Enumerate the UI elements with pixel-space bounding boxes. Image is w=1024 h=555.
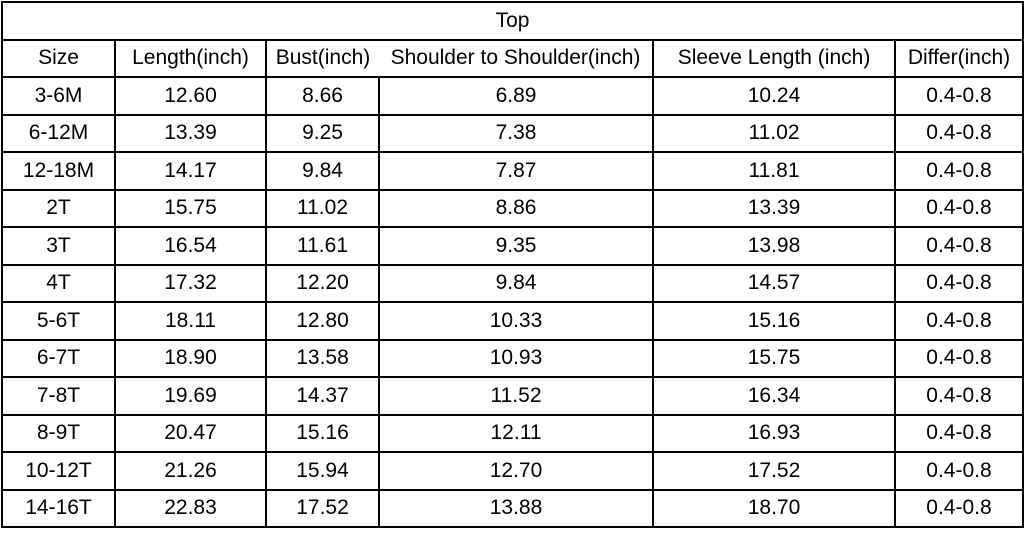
- cell-length: 19.69: [114, 376, 267, 416]
- cell-sleeve: 16.34: [652, 376, 896, 416]
- cell-sleeve: 13.39: [652, 188, 896, 228]
- cell-size: 10-12T: [1, 451, 116, 491]
- cell-shoulder: 7.87: [378, 151, 654, 191]
- cell-differ: 0.4-0.8: [894, 151, 1024, 191]
- cell-length: 15.75: [114, 188, 267, 228]
- cell-shoulder: 7.38: [378, 113, 654, 153]
- cell-size: 5-6T: [1, 301, 116, 341]
- header-shoulder: Shoulder to Shoulder(inch): [379, 38, 654, 78]
- cell-length: 12.60: [114, 76, 267, 116]
- cell-bust: 8.66: [265, 76, 380, 116]
- cell-size: 3T: [1, 226, 116, 266]
- cell-shoulder: 6.89: [378, 76, 654, 116]
- cell-bust: 12.80: [265, 301, 380, 341]
- cell-shoulder: 9.35: [378, 226, 654, 266]
- table-row: 6-12M 13.39 9.25 7.38 11.02 0.4-0.8: [1, 113, 1024, 153]
- cell-length: 22.83: [114, 488, 267, 528]
- cell-size: 3-6M: [1, 76, 116, 116]
- cell-size: 6-12M: [1, 113, 116, 153]
- header-size: Size: [1, 38, 116, 78]
- cell-size: 2T: [1, 188, 116, 228]
- header-row: Size Length(inch) Bust(inch) Shoulder to…: [1, 38, 1024, 78]
- table-row: 2T 15.75 11.02 8.86 13.39 0.4-0.8: [1, 188, 1024, 228]
- cell-differ: 0.4-0.8: [894, 451, 1024, 491]
- cell-bust: 11.61: [265, 226, 380, 266]
- cell-length: 18.90: [114, 338, 267, 378]
- cell-shoulder: 10.93: [378, 338, 654, 378]
- cell-differ: 0.4-0.8: [894, 263, 1024, 303]
- cell-differ: 0.4-0.8: [894, 226, 1024, 266]
- cell-bust: 9.84: [265, 151, 380, 191]
- cell-bust: 15.16: [265, 413, 380, 453]
- cell-sleeve: 10.24: [652, 76, 896, 116]
- header-differ: Differ(inch): [894, 38, 1024, 78]
- cell-bust: 14.37: [265, 376, 380, 416]
- cell-length: 14.17: [114, 151, 267, 191]
- size-chart-table: Top Size Length(inch) Bust(inch) Shoulde…: [1, 1, 1024, 528]
- cell-sleeve: 11.81: [652, 151, 896, 191]
- header-length: Length(inch): [114, 38, 267, 78]
- cell-bust: 13.58: [265, 338, 380, 378]
- cell-sleeve: 15.75: [652, 338, 896, 378]
- cell-size: 8-9T: [1, 413, 116, 453]
- cell-size: 12-18M: [1, 151, 116, 191]
- cell-length: 21.26: [114, 451, 267, 491]
- cell-shoulder: 12.70: [378, 451, 654, 491]
- header-bust: Bust(inch): [265, 38, 379, 78]
- cell-bust: 15.94: [265, 451, 380, 491]
- cell-length: 18.11: [114, 301, 267, 341]
- cell-sleeve: 17.52: [652, 451, 896, 491]
- cell-sleeve: 11.02: [652, 113, 896, 153]
- cell-length: 16.54: [114, 226, 267, 266]
- cell-length: 17.32: [114, 263, 267, 303]
- cell-size: 6-7T: [1, 338, 116, 378]
- cell-length: 20.47: [114, 413, 267, 453]
- cell-differ: 0.4-0.8: [894, 113, 1024, 153]
- table-row: 6-7T 18.90 13.58 10.93 15.75 0.4-0.8: [1, 338, 1024, 378]
- table-row: 3T 16.54 11.61 9.35 13.98 0.4-0.8: [1, 226, 1024, 266]
- cell-differ: 0.4-0.8: [894, 301, 1024, 341]
- cell-sleeve: 15.16: [652, 301, 896, 341]
- table-row: 5-6T 18.11 12.80 10.33 15.16 0.4-0.8: [1, 301, 1024, 341]
- cell-size: 4T: [1, 263, 116, 303]
- table-row: 4T 17.32 12.20 9.84 14.57 0.4-0.8: [1, 263, 1024, 303]
- table-row: 8-9T 20.47 15.16 12.11 16.93 0.4-0.8: [1, 413, 1024, 453]
- table-title: Top: [1, 1, 1024, 41]
- cell-bust: 17.52: [265, 488, 380, 528]
- cell-differ: 0.4-0.8: [894, 188, 1024, 228]
- cell-sleeve: 18.70: [652, 488, 896, 528]
- title-row: Top: [1, 1, 1024, 41]
- table-row: 12-18M 14.17 9.84 7.87 11.81 0.4-0.8: [1, 151, 1024, 191]
- cell-sleeve: 14.57: [652, 263, 896, 303]
- cell-differ: 0.4-0.8: [894, 376, 1024, 416]
- header-sleeve: Sleeve Length (inch): [652, 38, 896, 78]
- cell-shoulder: 13.88: [378, 488, 654, 528]
- cell-sleeve: 13.98: [652, 226, 896, 266]
- cell-differ: 0.4-0.8: [894, 76, 1024, 116]
- table-row: 3-6M 12.60 8.66 6.89 10.24 0.4-0.8: [1, 76, 1024, 116]
- cell-differ: 0.4-0.8: [894, 413, 1024, 453]
- cell-shoulder: 8.86: [378, 188, 654, 228]
- table-row: 10-12T 21.26 15.94 12.70 17.52 0.4-0.8: [1, 451, 1024, 491]
- table-row: 14-16T 22.83 17.52 13.88 18.70 0.4-0.8: [1, 488, 1024, 528]
- cell-shoulder: 11.52: [378, 376, 654, 416]
- cell-size: 14-16T: [1, 488, 116, 528]
- cell-bust: 11.02: [265, 188, 380, 228]
- cell-bust: 9.25: [265, 113, 380, 153]
- cell-bust: 12.20: [265, 263, 380, 303]
- header-shoulder-text: Shoulder to Shoulder(inch): [390, 46, 641, 70]
- cell-differ: 0.4-0.8: [894, 488, 1024, 528]
- cell-shoulder: 10.33: [378, 301, 654, 341]
- cell-shoulder: 12.11: [378, 413, 654, 453]
- cell-sleeve: 16.93: [652, 413, 896, 453]
- table-row: 7-8T 19.69 14.37 11.52 16.34 0.4-0.8: [1, 376, 1024, 416]
- cell-length: 13.39: [114, 113, 267, 153]
- cell-differ: 0.4-0.8: [894, 338, 1024, 378]
- cell-shoulder: 9.84: [378, 263, 654, 303]
- cell-size: 7-8T: [1, 376, 116, 416]
